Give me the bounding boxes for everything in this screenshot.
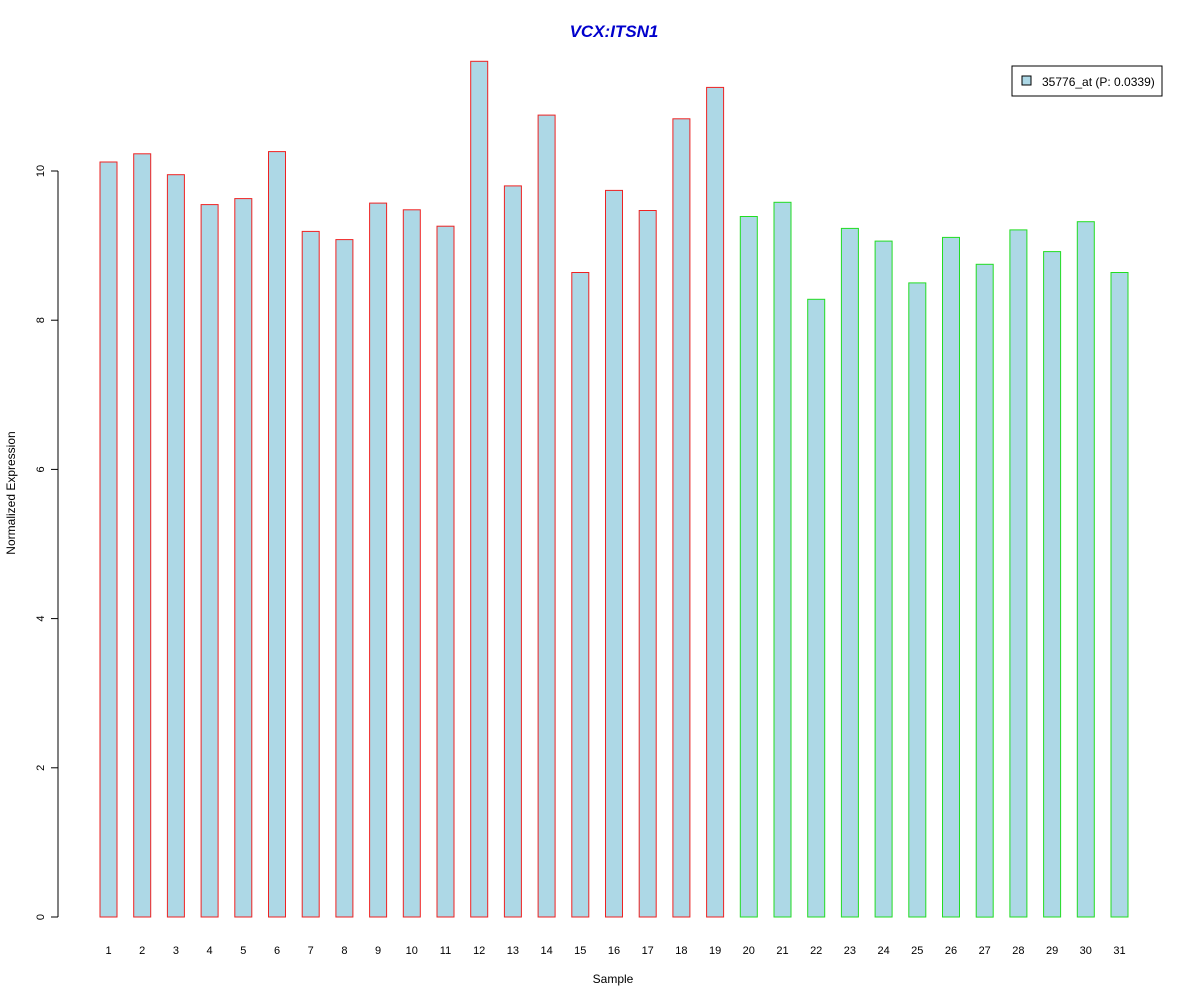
bar-sample-29 bbox=[1043, 251, 1062, 918]
x-tick-label: 12 bbox=[473, 945, 485, 957]
bar-sample-9 bbox=[369, 202, 388, 918]
x-tick-label: 19 bbox=[709, 945, 721, 957]
bar-sample-12 bbox=[470, 60, 489, 918]
x-tick-label: 15 bbox=[574, 945, 586, 957]
legend: 35776_at (P: 0.0339) bbox=[1011, 65, 1163, 97]
x-axis-title: Sample bbox=[593, 972, 634, 986]
x-tick-label: 22 bbox=[810, 945, 822, 957]
x-tick-label: 25 bbox=[911, 945, 923, 957]
x-tick-label: 14 bbox=[540, 945, 552, 957]
x-tick-label: 9 bbox=[375, 945, 381, 957]
bar-sample-5 bbox=[234, 198, 253, 918]
x-tick-label: 28 bbox=[1012, 945, 1024, 957]
x-tick-label: 8 bbox=[341, 945, 347, 957]
y-tick-label: 0 bbox=[35, 914, 47, 920]
x-tick-label: 4 bbox=[207, 945, 213, 957]
bar-sample-21 bbox=[773, 201, 792, 918]
bar-sample-7 bbox=[301, 230, 320, 918]
y-axis-title: Normalized Expression bbox=[4, 431, 18, 554]
x-tick-label: 20 bbox=[743, 945, 755, 957]
legend-label: 35776_at (P: 0.0339) bbox=[1042, 75, 1155, 89]
y-tick-label: 2 bbox=[35, 765, 47, 771]
bar-sample-8 bbox=[335, 239, 354, 918]
bar-sample-20 bbox=[739, 216, 758, 918]
chart-title: VCX:ITSN1 bbox=[570, 22, 659, 41]
bar-sample-3 bbox=[166, 174, 185, 918]
x-tick-label: 18 bbox=[675, 945, 687, 957]
x-tick-label: 23 bbox=[844, 945, 856, 957]
bar-sample-28 bbox=[1009, 229, 1028, 918]
y-tick-label: 8 bbox=[35, 317, 47, 323]
bar-sample-2 bbox=[133, 153, 152, 918]
x-tick-label: 31 bbox=[1113, 945, 1125, 957]
y-tick-label: 10 bbox=[35, 165, 47, 177]
bar-sample-16 bbox=[605, 189, 623, 918]
bar-sample-30 bbox=[1076, 221, 1095, 918]
x-tick-label: 2 bbox=[139, 945, 145, 957]
x-tick-label: 1 bbox=[105, 945, 111, 957]
x-tick-label: 7 bbox=[308, 945, 314, 957]
bar-sample-22 bbox=[807, 298, 826, 918]
bar-sample-25 bbox=[908, 282, 927, 918]
bar-sample-14 bbox=[537, 114, 556, 918]
x-tick-label: 30 bbox=[1080, 945, 1092, 957]
x-tick-label: 3 bbox=[173, 945, 179, 957]
x-tick-label: 21 bbox=[776, 945, 788, 957]
bar-sample-1 bbox=[99, 161, 118, 918]
bar-sample-6 bbox=[268, 151, 286, 918]
x-tick-label: 24 bbox=[877, 945, 889, 957]
x-tick-label: 29 bbox=[1046, 945, 1058, 957]
bar-sample-4 bbox=[200, 204, 219, 918]
x-tick-label: 5 bbox=[240, 945, 246, 957]
bars-group bbox=[99, 60, 1129, 918]
y-tick-label: 4 bbox=[35, 616, 47, 622]
bar-sample-23 bbox=[840, 227, 859, 918]
x-tick-label: 17 bbox=[642, 945, 654, 957]
bar-sample-13 bbox=[503, 185, 522, 918]
x-tick-label: 27 bbox=[979, 945, 991, 957]
bar-sample-10 bbox=[402, 209, 421, 918]
x-tick-label: 13 bbox=[507, 945, 519, 957]
bar-sample-18 bbox=[672, 118, 691, 918]
x-tick-label: 16 bbox=[608, 945, 620, 957]
legend-swatch bbox=[1021, 75, 1032, 86]
x-tick-label: 11 bbox=[440, 945, 451, 957]
x-tick-label: 26 bbox=[945, 945, 957, 957]
x-tick-label: 10 bbox=[406, 945, 418, 957]
bar-sample-31 bbox=[1110, 272, 1129, 918]
bar-sample-24 bbox=[874, 240, 893, 918]
x-tick-label: 6 bbox=[274, 945, 280, 957]
bar-sample-26 bbox=[942, 236, 960, 918]
bar-sample-27 bbox=[975, 263, 994, 918]
bar-sample-15 bbox=[571, 272, 590, 918]
y-axis: 0 2 4 6 8 10 bbox=[35, 165, 59, 920]
x-tick-labels: 1 2 3 4 5 6 7 8 9 10 11 12 13 14 15 16 17 18 19 20 21 22 23 24 2… bbox=[105, 945, 1125, 957]
y-tick-label: 6 bbox=[35, 466, 47, 472]
bar-sample-11 bbox=[436, 225, 455, 918]
bar-sample-17 bbox=[638, 210, 657, 918]
bar-sample-19 bbox=[706, 86, 725, 918]
legend-box bbox=[1011, 65, 1163, 97]
